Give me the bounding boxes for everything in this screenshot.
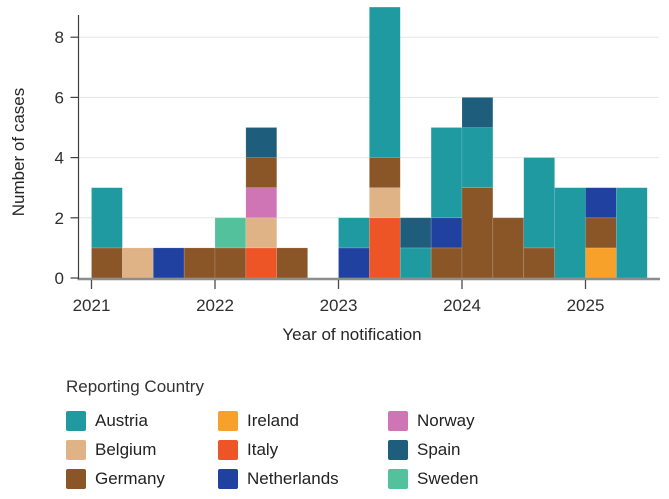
bar-segment-netherlands bbox=[338, 247, 370, 279]
legend-item-ireland: Ireland bbox=[218, 410, 388, 431]
bar-segment-spain bbox=[245, 127, 278, 158]
x-tick-label: 2024 bbox=[443, 296, 481, 315]
legend-swatch-norway bbox=[388, 410, 408, 431]
legend-item-norway: Norway bbox=[388, 410, 478, 431]
y-tick-label: 0 bbox=[55, 269, 64, 288]
legend-label: Ireland bbox=[247, 410, 299, 430]
bar-segment-germany bbox=[492, 217, 525, 279]
bar-segment-austria bbox=[369, 6, 401, 158]
legend-label: Norway bbox=[417, 410, 475, 430]
bar-segment-austria bbox=[91, 187, 123, 249]
x-tick-label: 2022 bbox=[196, 296, 234, 315]
bar-segment-belgium bbox=[245, 217, 278, 249]
x-axis-title: Year of notification bbox=[282, 325, 421, 344]
bar-segment-germany bbox=[430, 247, 463, 279]
legend: Reporting Country Austria Belgium Germany I… bbox=[66, 377, 478, 493]
legend-grid: Austria Belgium Germany Ireland Italy Netherl… bbox=[66, 406, 478, 493]
bar-segment-germany bbox=[91, 247, 123, 279]
bar-segment-ireland bbox=[585, 247, 617, 279]
legend-item-belgium: Belgium bbox=[66, 439, 218, 460]
legend-title: Reporting Country bbox=[66, 377, 204, 396]
legend-label: Spain bbox=[417, 439, 461, 459]
bar-segment-austria bbox=[523, 157, 555, 249]
bar-segment-austria bbox=[399, 247, 432, 279]
bar-segment-austria bbox=[461, 127, 494, 189]
bar-segment-germany bbox=[369, 157, 401, 189]
bar-segment-italy bbox=[245, 247, 278, 279]
bar-segment-netherlands bbox=[152, 247, 185, 279]
x-tick-label: 2021 bbox=[73, 296, 111, 315]
cases-by-year-chart: 2021 2022 2023 2024 2025 0 2 4 6 8 Year of notific… bbox=[9, 6, 660, 344]
bar-segment-belgium bbox=[122, 247, 154, 279]
legend-item-austria: Austria bbox=[66, 410, 218, 431]
bar-segment-austria bbox=[430, 127, 463, 219]
bar-segment-germany bbox=[214, 247, 247, 279]
bar-segment-spain bbox=[461, 97, 494, 128]
legend-label: Netherlands bbox=[247, 468, 339, 488]
legend-swatch-italy bbox=[218, 439, 238, 460]
bar-segment-germany bbox=[276, 247, 308, 279]
bar-segment-germany bbox=[523, 247, 555, 279]
legend-swatch-germany bbox=[66, 468, 86, 489]
y-tick-label: 2 bbox=[55, 209, 64, 228]
legend-swatch-spain bbox=[388, 439, 408, 460]
legend-item-spain: Spain bbox=[388, 439, 478, 460]
legend-swatch-belgium bbox=[66, 439, 86, 460]
bar-segment-netherlands bbox=[430, 217, 463, 249]
bar-segment-germany bbox=[183, 247, 216, 279]
x-tick-label: 2025 bbox=[567, 296, 605, 315]
legend-item-sweden: Sweden bbox=[388, 468, 479, 489]
bar-segment-austria bbox=[338, 217, 370, 249]
bar-segment-netherlands bbox=[585, 187, 617, 219]
legend-label: Italy bbox=[247, 439, 279, 459]
bar-segment-spain bbox=[399, 217, 432, 249]
legend-item-italy: Italy bbox=[218, 439, 388, 460]
legend-swatch-sweden bbox=[388, 468, 408, 489]
bar-segment-sweden bbox=[214, 217, 247, 249]
legend-item-germany: Germany bbox=[66, 468, 218, 489]
y-tick-label: 8 bbox=[55, 28, 64, 47]
bar-segment-italy bbox=[369, 217, 401, 279]
bar-segment-austria bbox=[554, 187, 586, 279]
x-tick-label: 2023 bbox=[320, 296, 358, 315]
legend-item-netherlands: Netherlands bbox=[218, 468, 388, 489]
legend-swatch-austria bbox=[66, 410, 86, 431]
bar-segment-germany bbox=[461, 187, 494, 279]
y-axis-title: Number of cases bbox=[9, 88, 28, 217]
legend-swatch-netherlands bbox=[218, 468, 238, 489]
y-tick-label: 4 bbox=[55, 149, 64, 168]
bar-segment-norway bbox=[245, 187, 278, 219]
bar-segment-germany bbox=[585, 217, 617, 249]
legend-label: Belgium bbox=[95, 439, 157, 459]
bar-segment-austria bbox=[616, 187, 648, 279]
legend-label: Austria bbox=[95, 410, 148, 430]
bar-segment-belgium bbox=[369, 187, 401, 219]
legend-label: Germany bbox=[95, 468, 165, 488]
legend-label: Sweden bbox=[417, 468, 479, 488]
y-tick-label: 6 bbox=[55, 88, 64, 107]
legend-swatch-ireland bbox=[218, 410, 238, 431]
bar-segment-germany bbox=[245, 157, 278, 189]
